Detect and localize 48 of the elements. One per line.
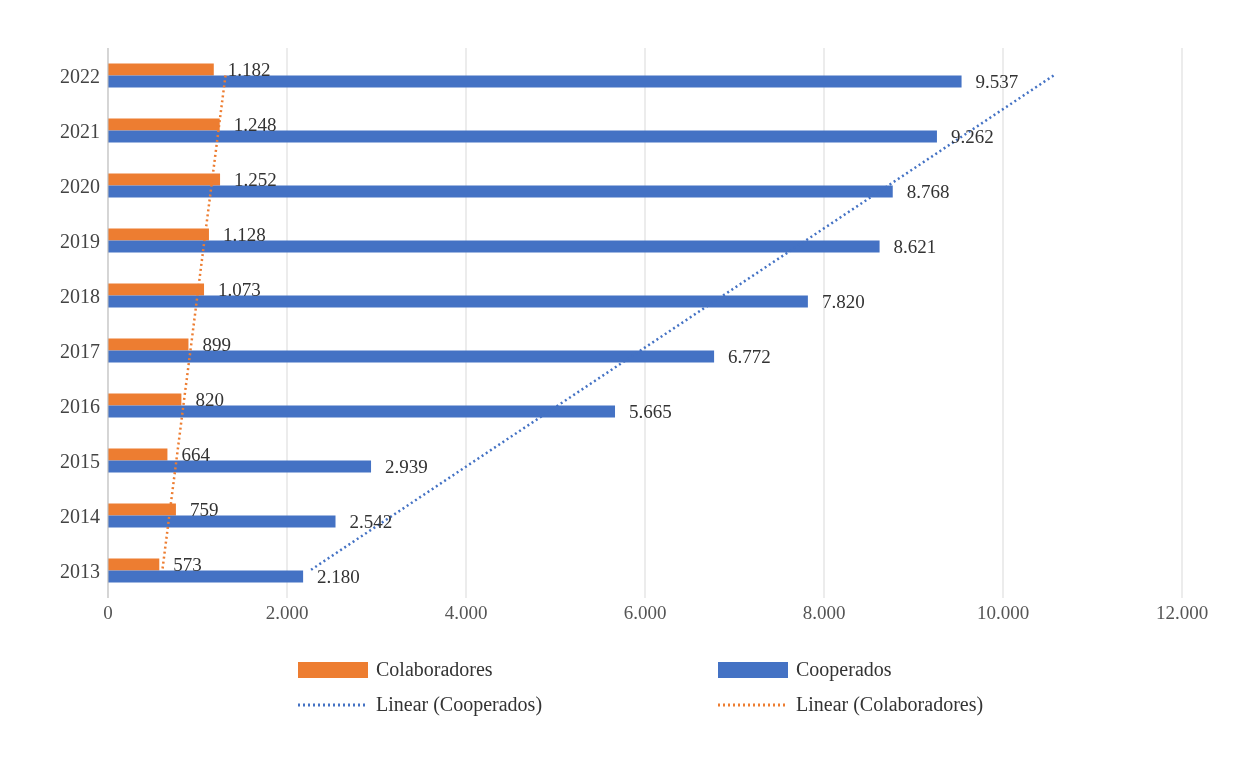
data-label: 7.820 xyxy=(821,291,865,313)
data-label: 9.537 xyxy=(975,71,1019,93)
data-label: 6.772 xyxy=(728,346,771,368)
y-tick-label: 2022 xyxy=(60,64,100,87)
y-tick-label: 2016 xyxy=(60,394,100,417)
bar xyxy=(108,558,160,571)
data-label: 820 xyxy=(195,389,224,411)
x-tick-label: 8.000 xyxy=(802,602,846,624)
y-tick-label: 2020 xyxy=(60,174,100,197)
x-tick-label: 12.000 xyxy=(1155,602,1209,624)
legend-label: Colaboradores xyxy=(376,658,493,681)
data-label: 1.128 xyxy=(222,224,266,246)
x-tick-label: 0 xyxy=(103,602,113,624)
bar xyxy=(108,570,304,583)
x-tick-label: 6.000 xyxy=(623,602,667,624)
data-label: 9.262 xyxy=(950,126,994,148)
x-tick-label: 4.000 xyxy=(444,602,488,624)
bar xyxy=(108,460,372,473)
y-tick-label: 2017 xyxy=(60,339,100,362)
data-label: 1.182 xyxy=(227,59,271,81)
data-label: 8.768 xyxy=(906,181,950,203)
y-tick-label: 2014 xyxy=(60,504,100,527)
data-label: 1.073 xyxy=(218,279,261,301)
y-tick-label: 2013 xyxy=(60,559,100,582)
data-label: 1.248 xyxy=(233,114,277,136)
data-label: 2.939 xyxy=(385,456,428,478)
bar xyxy=(108,130,937,143)
data-label: 664 xyxy=(181,444,211,466)
bar xyxy=(108,515,336,528)
legend-label: Cooperados xyxy=(796,658,892,681)
y-tick-label: 2015 xyxy=(60,449,100,472)
data-label: 899 xyxy=(202,334,231,356)
data-label: 5.665 xyxy=(629,401,672,423)
bar xyxy=(108,75,962,88)
data-label: 1.252 xyxy=(234,169,277,191)
y-tick-label: 2021 xyxy=(60,119,100,142)
bar xyxy=(108,63,214,76)
legend-label: Linear (Colaboradores) xyxy=(796,693,984,716)
bar xyxy=(108,448,168,461)
data-label: 2.180 xyxy=(317,566,360,588)
x-tick-label: 2.000 xyxy=(265,602,309,624)
data-label: 573 xyxy=(173,554,202,576)
y-tick-label: 2019 xyxy=(60,229,100,252)
x-tick-label: 10.000 xyxy=(976,602,1030,624)
data-label: 759 xyxy=(189,499,219,521)
data-label: 8.621 xyxy=(893,236,937,258)
legend-label: Linear (Cooperados) xyxy=(376,693,543,716)
y-tick-label: 2018 xyxy=(60,284,100,307)
